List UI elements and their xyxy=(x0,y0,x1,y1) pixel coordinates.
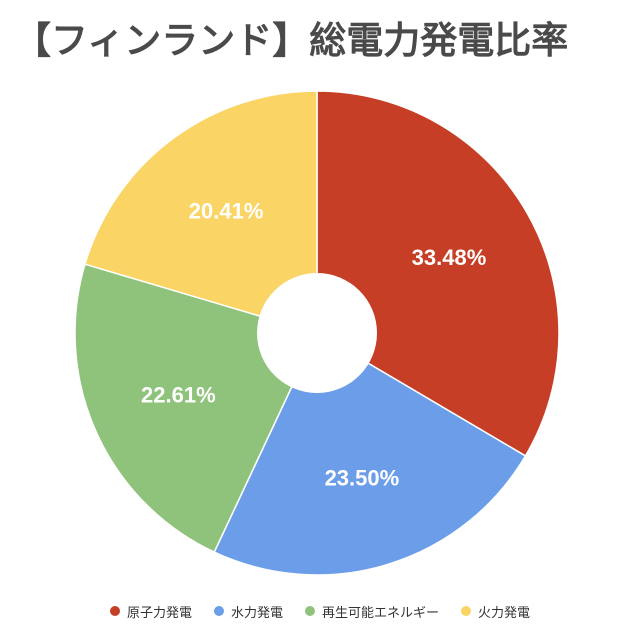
donut-hole xyxy=(257,273,377,393)
legend-swatch xyxy=(109,606,120,616)
slice-data-label: 22.61% xyxy=(141,383,216,408)
legend-swatch xyxy=(213,606,224,616)
pie-slice xyxy=(84,90,318,335)
slice-data-label: 20.41% xyxy=(189,199,264,224)
labels-group: 33.48% 23.50% 22.61% 20.41% xyxy=(141,199,486,491)
legend-label: 再生可能エネルギー xyxy=(322,605,440,621)
legend-swatch xyxy=(461,606,472,616)
pie-slice xyxy=(316,90,560,457)
legend-item: 再生可能エネルギー xyxy=(305,602,439,621)
legend-item: 水力発電 xyxy=(213,602,283,621)
legend-item: 原子力発電 xyxy=(109,602,192,621)
slice-data-label: 33.48% xyxy=(412,245,487,270)
chart-title: 【フィンランド】総電力発電比率 xyxy=(14,19,569,62)
legend: 原子力発電 水力発電 再生可能エネルギー 火力発電 xyxy=(0,599,640,623)
legend-item: 火力発電 xyxy=(461,602,530,621)
legend-label: 水力発電 xyxy=(230,605,283,621)
slices-group xyxy=(74,90,560,576)
slice-data-label: 23.50% xyxy=(325,466,400,491)
pie-slice xyxy=(213,331,527,576)
legend-label: 原子力発電 xyxy=(126,605,192,621)
pie-slice xyxy=(74,263,319,554)
legend-swatch xyxy=(305,606,315,616)
legend-label: 火力発電 xyxy=(478,605,531,621)
